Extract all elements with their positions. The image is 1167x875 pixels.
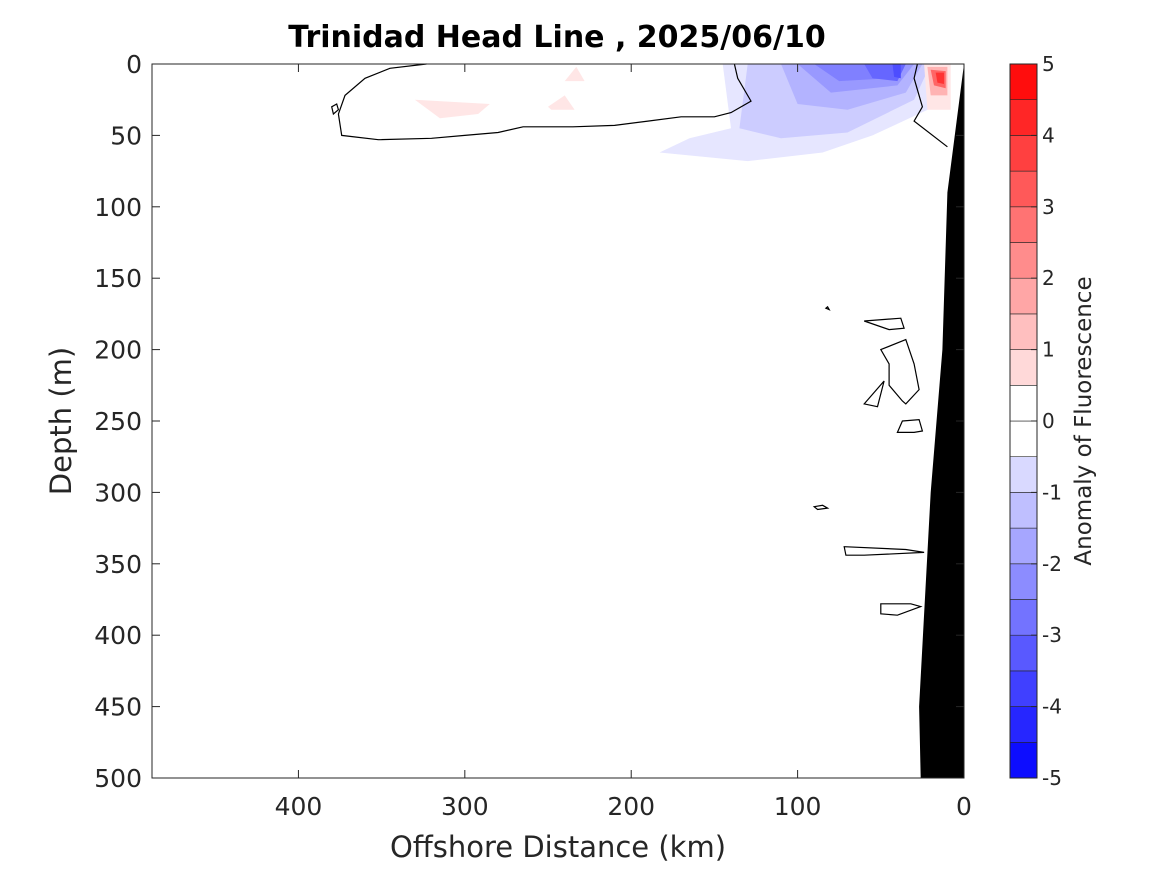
anomaly-region-14 — [935, 72, 944, 84]
y-axis-label: Depth (m) — [44, 347, 78, 495]
colorbar-band-15 — [1009, 242, 1038, 279]
y-tick-label-50: 50 — [110, 121, 142, 150]
bathymetry-layer — [919, 64, 964, 778]
y-tick-label-250: 250 — [94, 407, 142, 436]
y-tick-label-0: 0 — [126, 50, 142, 79]
colorbar-band-9 — [1009, 456, 1038, 493]
colorbar-band-14 — [1009, 277, 1038, 315]
anomaly-region-9 — [548, 95, 575, 110]
colorbar-tick-label-4: 4 — [1042, 123, 1055, 147]
colorbar-tick-label--2: -2 — [1042, 552, 1062, 576]
anomaly-region-10 — [564, 66, 585, 82]
colorbar-band-13 — [1009, 313, 1038, 350]
colorbar-band-8 — [1009, 492, 1038, 529]
anomaly-region-8 — [414, 99, 490, 119]
x-tick-label-300: 300 — [441, 792, 489, 821]
colorbar-tick-label-2: 2 — [1042, 266, 1055, 290]
chart-title: Trinidad Head Line , 2025/06/10 — [288, 20, 825, 55]
y-tick-label-300: 300 — [94, 478, 142, 507]
colorbar-band-10 — [1009, 420, 1038, 458]
colorbar-band-18 — [1009, 135, 1038, 172]
zero-contour-7 — [863, 380, 885, 408]
colorbar-tick-label-1: 1 — [1042, 338, 1055, 362]
y-tick-label-450: 450 — [94, 693, 142, 722]
colorbar-label: Anomaly of Fluorescence — [1071, 276, 1097, 565]
colorbar-band-19 — [1009, 99, 1038, 136]
x-tick-label-100: 100 — [774, 792, 822, 821]
anomaly-region-7 — [892, 64, 901, 79]
colorbar-band-17 — [1009, 170, 1038, 208]
x-tick-label-0: 0 — [956, 792, 972, 821]
zero-contour-10 — [843, 546, 925, 556]
colorbar-band-20 — [1009, 63, 1038, 101]
y-tick-labels: 0 50 100 150 200 250 300 350 400 450 500 — [94, 50, 142, 793]
colorbar-band-16 — [1009, 206, 1038, 243]
colorbar-band-7 — [1009, 527, 1038, 565]
x-axis-label: Offshore Distance (km) — [390, 830, 726, 864]
colorbar-band-12 — [1009, 349, 1038, 386]
zero-contour-9 — [812, 504, 830, 511]
colorbar-band-3 — [1009, 670, 1038, 707]
zero-contour-1 — [337, 63, 752, 141]
anomaly-fill-layer — [414, 64, 951, 162]
x-tick-label-400: 400 — [275, 792, 323, 821]
y-tick-label-500: 500 — [94, 764, 142, 793]
colorbar — [1009, 63, 1038, 779]
axis-ticks — [152, 63, 965, 779]
colorbar-band-4 — [1009, 634, 1038, 672]
zero-contour-11 — [880, 603, 923, 616]
colorbar-tick-label--1: -1 — [1042, 480, 1062, 504]
colorbar-band-1 — [1009, 741, 1038, 779]
colorbar-band-6 — [1009, 563, 1038, 600]
colorbar-tick-label-0: 0 — [1042, 409, 1055, 433]
y-tick-label-400: 400 — [94, 621, 142, 650]
colorbar-tick-label-3: 3 — [1042, 195, 1055, 219]
zero-contour-3 — [331, 103, 340, 116]
zero-contour-8 — [896, 418, 924, 433]
x-tick-label-200: 200 — [607, 792, 655, 821]
zero-contour-4 — [824, 305, 831, 311]
plot-area — [151, 63, 965, 779]
y-tick-label-200: 200 — [94, 336, 142, 365]
zero-contour-6 — [879, 338, 920, 405]
colorbar-tick-label--5: -5 — [1042, 766, 1062, 790]
colorbar-tick-label-5: 5 — [1042, 52, 1055, 76]
colorbar-tick-label--4: -4 — [1042, 695, 1062, 719]
y-tick-label-350: 350 — [94, 550, 142, 579]
y-tick-label-100: 100 — [94, 193, 142, 222]
plot-background — [152, 64, 964, 778]
colorbar-tick-labels: 5 4 3 2 1 0 -1 -2 -3 -4 -5 — [1042, 52, 1062, 790]
colorbar-band-5 — [1009, 599, 1038, 636]
zero-contour-2 — [913, 63, 948, 148]
colorbar-tick-label--3: -3 — [1042, 623, 1062, 647]
seafloor-bathymetry — [919, 64, 964, 778]
colorbar-band-2 — [1009, 706, 1038, 743]
zero-contour-5 — [864, 317, 905, 331]
x-tick-labels: 400 300 200 100 0 — [275, 792, 972, 821]
zero-contour-layer — [331, 63, 948, 616]
colorbar-band-11 — [1009, 384, 1038, 422]
y-tick-label-150: 150 — [94, 264, 142, 293]
